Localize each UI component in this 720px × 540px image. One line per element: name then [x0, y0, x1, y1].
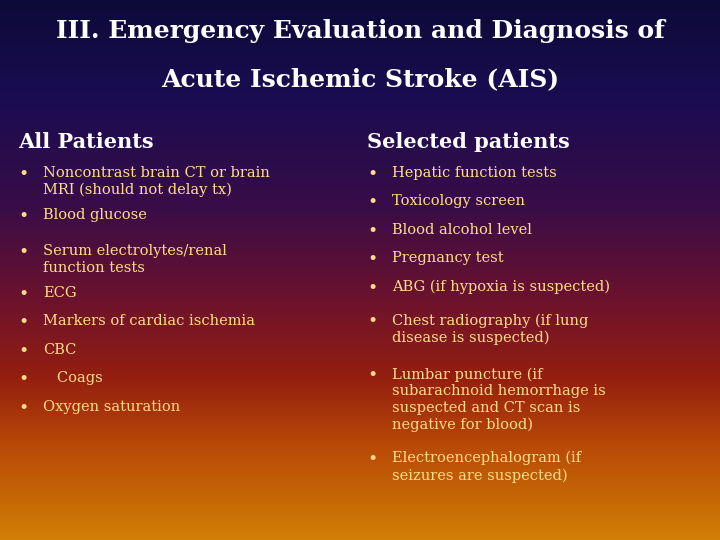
Text: All Patients: All Patients — [18, 132, 153, 152]
Text: •: • — [367, 280, 377, 296]
Text: •: • — [18, 208, 28, 225]
Text: •: • — [18, 343, 28, 360]
Text: •: • — [367, 166, 377, 183]
Text: III. Emergency Evaluation and Diagnosis of: III. Emergency Evaluation and Diagnosis … — [55, 19, 665, 43]
Text: Noncontrast brain CT or brain
MRI (should not delay tx): Noncontrast brain CT or brain MRI (shoul… — [43, 166, 270, 197]
Text: •: • — [18, 371, 28, 388]
Text: •: • — [18, 166, 28, 183]
Text: Blood glucose: Blood glucose — [43, 208, 147, 222]
Text: Lumbar puncture (if
subarachnoid hemorrhage is
suspected and CT scan is
negative: Lumbar puncture (if subarachnoid hemorrh… — [392, 367, 606, 433]
Text: •: • — [367, 251, 377, 268]
Text: Markers of cardiac ischemia: Markers of cardiac ischemia — [43, 314, 255, 328]
Text: Electroencephalogram (if
seizures are suspected): Electroencephalogram (if seizures are su… — [392, 451, 582, 483]
Text: CBC: CBC — [43, 343, 76, 357]
Text: ECG: ECG — [43, 286, 77, 300]
Text: Toxicology screen: Toxicology screen — [392, 194, 526, 208]
Text: ABG (if hypoxia is suspected): ABG (if hypoxia is suspected) — [392, 280, 611, 294]
Text: Oxygen saturation: Oxygen saturation — [43, 400, 181, 414]
Text: •: • — [367, 223, 377, 240]
Text: •: • — [367, 367, 377, 384]
Text: •: • — [367, 313, 377, 330]
Text: Pregnancy test: Pregnancy test — [392, 251, 504, 265]
Text: •: • — [18, 286, 28, 303]
Text: Coags: Coags — [43, 371, 103, 385]
Text: •: • — [367, 451, 377, 468]
Text: Blood alcohol level: Blood alcohol level — [392, 223, 532, 237]
Text: Serum electrolytes/renal
function tests: Serum electrolytes/renal function tests — [43, 244, 227, 275]
Text: Selected patients: Selected patients — [367, 132, 570, 152]
Text: •: • — [18, 400, 28, 416]
Text: •: • — [18, 314, 28, 331]
Text: Acute Ischemic Stroke (AIS): Acute Ischemic Stroke (AIS) — [161, 68, 559, 91]
Text: •: • — [18, 244, 28, 261]
Text: Chest radiography (if lung
disease is suspected): Chest radiography (if lung disease is su… — [392, 313, 589, 345]
Text: •: • — [367, 194, 377, 211]
Text: Hepatic function tests: Hepatic function tests — [392, 166, 557, 180]
